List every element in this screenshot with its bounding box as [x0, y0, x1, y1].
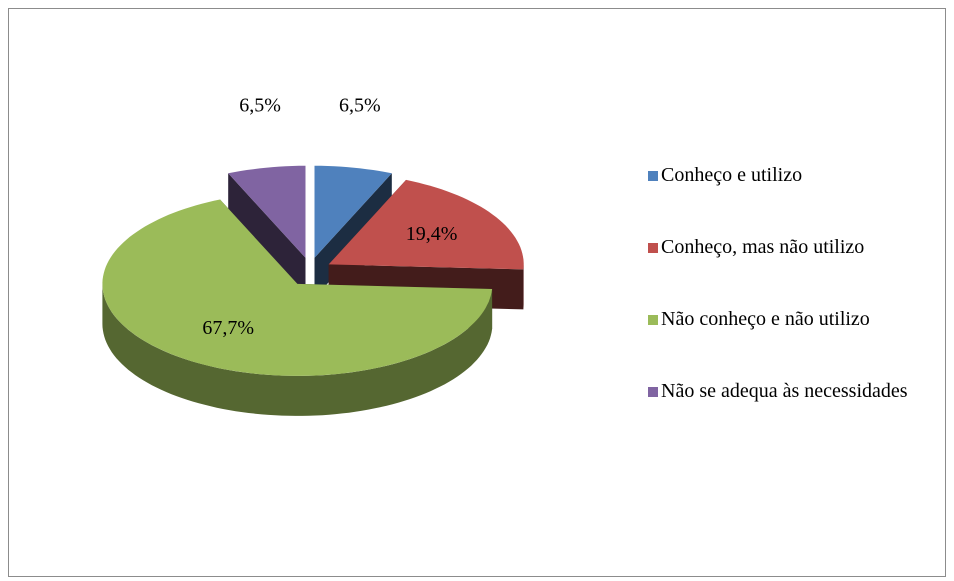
legend-item: Conheço, mas não utilizo: [648, 235, 943, 307]
slice: [314, 165, 392, 258]
legend-item: Não se adequa às necessidades: [648, 379, 943, 451]
legend-item: Não conheço e não utilizo: [648, 307, 943, 379]
data-label: 67,7%: [202, 317, 254, 339]
slice-wall: [102, 283, 493, 416]
legend-item: Conheço e utilizo: [648, 163, 943, 235]
slice: [102, 199, 493, 376]
legend-swatch: [648, 315, 658, 325]
legend-label: Conheço e utilizo: [661, 164, 803, 186]
legend-label: Não conheço e não utilizo: [661, 308, 870, 330]
legend-label: Conheço, mas não utilizo: [661, 236, 865, 258]
legend-swatch: [648, 387, 658, 397]
legend-label: Não se adequa às necessidades: [661, 380, 908, 402]
data-label: 19,4%: [406, 223, 458, 245]
slice: [228, 165, 306, 258]
slice-side: [228, 173, 306, 298]
legend-swatch: [648, 243, 658, 253]
legend: Conheço e utilizo Conheço, mas não utiliz…: [648, 163, 943, 451]
slice: [328, 179, 524, 270]
legend-swatch: [648, 171, 658, 181]
data-label: 6,5%: [239, 95, 281, 117]
pie-tops: [102, 165, 524, 376]
data-label: 6,5%: [339, 95, 381, 117]
